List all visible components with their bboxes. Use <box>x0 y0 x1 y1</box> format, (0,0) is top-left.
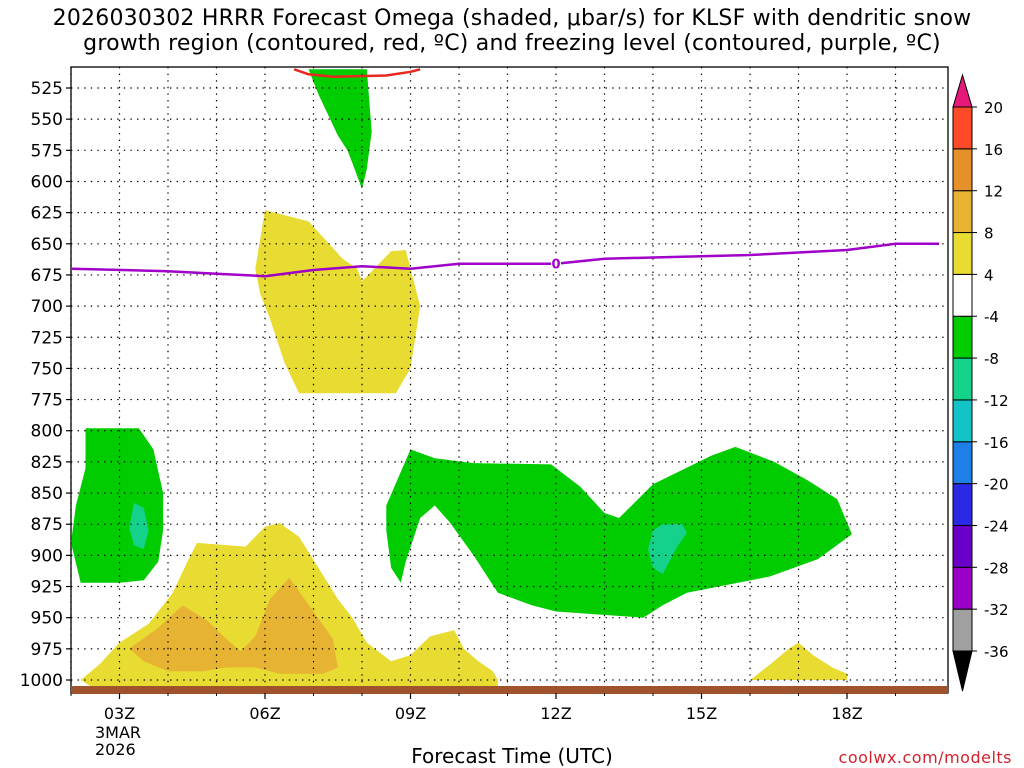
colorbar-swatch-13 <box>952 106 973 150</box>
colorbar-swatch-11 <box>952 190 973 234</box>
x-tick-label-06Z: 06Z <box>249 704 280 723</box>
colorbar-label-4: 4 <box>984 266 994 284</box>
y-tick-label-625: 625 <box>31 204 63 224</box>
x-tick-label-18Z: 18Z <box>831 704 862 723</box>
colorbar-swatch-9 <box>952 273 973 317</box>
y-tick-label-675: 675 <box>31 266 63 286</box>
colorbar-label--12: -12 <box>984 392 1009 410</box>
omega-shade-right-green-band <box>386 446 852 618</box>
axes-layer: 525 550 575 600 625 650 675 700 725 750 775 800 825 8… <box>20 79 896 723</box>
colorbar-max-arrow <box>952 73 973 108</box>
shading-layer <box>71 69 852 693</box>
contour-label: 0 <box>551 258 560 273</box>
colorbar-label--32: -32 <box>984 601 1009 619</box>
dendritic-snow-growth-region-contour <box>293 68 421 79</box>
omega-shade-right-teal-core <box>648 524 687 575</box>
omega-shade-low-level-orange <box>129 577 338 674</box>
colorbar-swatch-1 <box>952 608 973 652</box>
y-tick-label-600: 600 <box>31 172 63 192</box>
omega-shade-left-teal-core <box>129 503 149 550</box>
colorbar-swatch-5 <box>952 441 973 485</box>
y-tick-label-975: 975 <box>31 640 63 660</box>
colorbar-label-12: 12 <box>984 183 1003 201</box>
x-axis-title: Forecast Time (UTC) <box>411 744 613 768</box>
colorbar-swatch-2 <box>952 566 973 610</box>
y-tick-label-1000: 1000 <box>20 671 63 691</box>
y-tick-label-725: 725 <box>31 328 63 348</box>
title-line-2: growth region (contoured, red, ºC) and f… <box>83 31 941 56</box>
chart-title: 2026030302 HRRR Forecast Omega (shaded, … <box>0 6 1024 56</box>
colorbar: -36 -32 -28 -24 -20 -16 -12 -8 -4 4 8 12 16 20 <box>952 73 1009 692</box>
credit-link[interactable]: coolwx.com/modelts <box>838 748 1012 767</box>
y-tick-label-900: 900 <box>31 546 63 566</box>
y-tick-label-950: 950 <box>31 609 63 629</box>
ground-bar <box>71 686 948 694</box>
x-tick-label-03Z: 03Z <box>104 704 135 723</box>
colorbar-label--36: -36 <box>984 643 1009 661</box>
colorbar-label--24: -24 <box>984 517 1009 535</box>
y-tick-label-525: 525 <box>31 79 63 99</box>
y-tick-label-750: 750 <box>31 359 63 379</box>
y-tick-label-700: 700 <box>31 297 63 317</box>
colorbar-swatch-6 <box>952 399 973 443</box>
y-tick-label-650: 650 <box>31 235 63 255</box>
y-tick-label-925: 925 <box>31 578 63 598</box>
date-label-month: 3MAR <box>95 723 142 742</box>
title-line-1: 2026030302 HRRR Forecast Omega (shaded, … <box>52 6 972 31</box>
contour-label-bg <box>551 255 561 272</box>
x-tick-label-15Z: 15Z <box>686 704 717 723</box>
omega-shade-upper-green-tongue <box>308 69 372 189</box>
colorbar-min-arrow <box>952 650 973 692</box>
y-tick-label-875: 875 <box>31 515 63 535</box>
y-tick-label-850: 850 <box>31 484 63 504</box>
y-tick-label-825: 825 <box>31 453 63 473</box>
y-tick-label-550: 550 <box>31 110 63 130</box>
freezing-level-contour <box>71 242 940 278</box>
colorbar-label-16: 16 <box>984 141 1003 159</box>
colorbar-swatch-12 <box>952 148 973 192</box>
colorbar-label-20: 20 <box>984 99 1003 117</box>
date-label-year: 2026 <box>95 740 136 759</box>
colorbar-label--28: -28 <box>984 559 1009 577</box>
colorbar-label--8: -8 <box>984 350 999 368</box>
y-tick-label-575: 575 <box>31 141 63 161</box>
colorbar-label--16: -16 <box>984 434 1009 452</box>
contour-layer: 0 <box>71 68 940 278</box>
colorbar-label--20: -20 <box>984 476 1009 494</box>
colorbar-swatch-10 <box>952 232 973 275</box>
x-tick-label-09Z: 09Z <box>395 704 426 723</box>
y-tick-label-800: 800 <box>31 422 63 442</box>
colorbar-swatch-3 <box>952 524 973 568</box>
colorbar-swatch-7 <box>952 357 973 401</box>
y-tick-label-775: 775 <box>31 391 63 411</box>
colorbar-swatch-4 <box>952 483 973 526</box>
colorbar-label--4: -4 <box>984 308 999 326</box>
omega-shade-mid-level-yellow <box>255 210 421 394</box>
grid-layer <box>70 67 948 693</box>
colorbar-label-8: 8 <box>984 225 994 243</box>
colorbar-swatch-8 <box>952 315 973 359</box>
x-tick-label-12Z: 12Z <box>540 704 571 723</box>
